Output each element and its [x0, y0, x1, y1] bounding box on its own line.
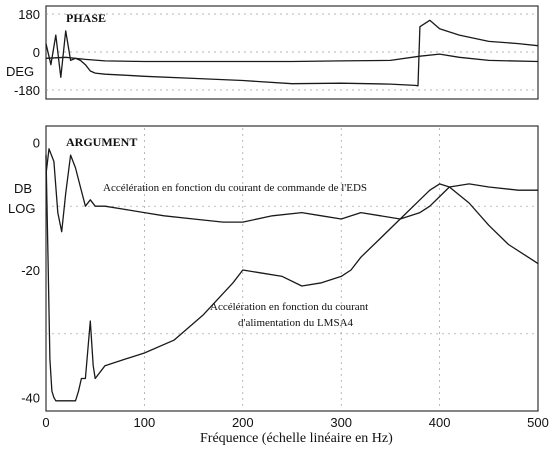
- phase-y-tick-2: -180: [14, 83, 40, 98]
- argument-plot-frame: [45, 125, 539, 412]
- phase-gridlines: [46, 13, 538, 91]
- phase-series-1: [45, 53, 539, 63]
- phase-y-tick-1: 0: [33, 45, 40, 60]
- argument-ylabel-log: LOG: [8, 201, 35, 216]
- argument-x-tick-4: 400: [429, 415, 451, 430]
- argument-ylabel-db: DB: [14, 181, 32, 196]
- argument-series-1: [45, 155, 539, 402]
- phase-y-tick-labels: 180 0 -180: [14, 7, 40, 98]
- x-axis-label: Fréquence (échelle linéaire en Hz): [200, 431, 393, 446]
- argument-gridlines: [46, 128, 538, 410]
- argument-y-tick-1: -20: [21, 263, 40, 278]
- argument-title: ARGUMENT: [66, 135, 137, 149]
- argument-x-tick-5: 500: [527, 415, 549, 430]
- annotation-lmsa4-line1: Accélération en fonction du courant: [210, 301, 368, 313]
- phase-title: PHASE: [66, 11, 106, 25]
- phase-traces: [45, 19, 539, 87]
- argument-y-tick-2: -40: [21, 391, 40, 406]
- argument-x-tick-2: 200: [232, 415, 254, 430]
- phase-panel: PHASE DEG 180 0 -180: [6, 5, 539, 100]
- annotation-lmsa4-line2: d'alimentation du LMSA4: [238, 317, 354, 329]
- argument-x-tick-0: 0: [42, 415, 49, 430]
- argument-x-tick-1: 100: [134, 415, 156, 430]
- argument-x-tick-3: 300: [330, 415, 352, 430]
- annotation-eds: Accélération en fonction du courant de c…: [103, 182, 367, 194]
- argument-y-tick-labels: 0 -20 -40: [21, 135, 40, 405]
- argument-x-tick-labels: 0 100 200 300 400 500: [42, 415, 548, 430]
- phase-series-0: [45, 19, 539, 87]
- phase-ylabel: DEG: [6, 64, 34, 79]
- phase-plot-frame: [45, 5, 539, 100]
- argument-series-0: [45, 148, 538, 233]
- phase-y-tick-0: 180: [18, 7, 40, 22]
- argument-panel: ARGUMENT DB LOG 0 -20 -40 0 100 200 300 400 500…: [8, 125, 549, 446]
- argument-traces: [45, 148, 539, 402]
- argument-y-tick-0: 0: [33, 135, 40, 150]
